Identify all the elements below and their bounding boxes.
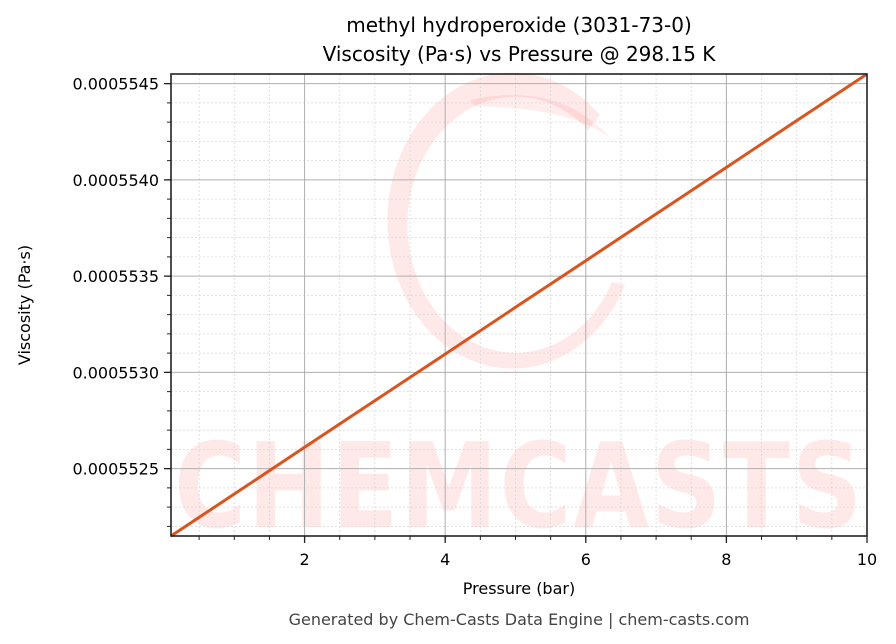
- chart-subtitle: Viscosity (Pa·s) vs Pressure @ 298.15 K: [323, 42, 717, 66]
- y-axis: 0.0005525 0.0005530 0.0005535 0.0005540 0.00…: [72, 75, 171, 527]
- plot-area: CHEMCASTS: [170, 72, 868, 555]
- plot-frame: [170, 73, 868, 537]
- x-tick-label: 2: [299, 550, 309, 569]
- x-axis-label: Pressure (bar): [463, 579, 575, 598]
- major-gridlines: [171, 74, 867, 536]
- watermark-text: CHEMCASTS: [174, 417, 864, 555]
- x-axis: 2 4 6 8 10: [198, 536, 877, 569]
- y-tick-label: 0.0005530: [72, 363, 159, 382]
- y-tick-label: 0.0005535: [72, 267, 159, 286]
- x-tick-label: 6: [581, 550, 591, 569]
- y-tick-label: 0.0005525: [72, 460, 159, 479]
- chart-title: methyl hydroperoxide (3031-73-0): [346, 13, 692, 37]
- y-tick-label: 0.0005540: [72, 171, 159, 190]
- x-tick-label: 8: [721, 550, 731, 569]
- y-axis-label: Viscosity (Pa·s): [15, 245, 34, 365]
- chemcasts-watermark: CHEMCASTS: [174, 72, 864, 555]
- x-tick-label: 10: [857, 550, 877, 569]
- viscosity-series-line: [170, 72, 868, 538]
- y-tick-label: 0.0005545: [72, 75, 159, 94]
- x-tick-label: 4: [440, 550, 450, 569]
- watermark-logo-swoosh-icon: [470, 95, 612, 140]
- footer-credit: Generated by Chem-Casts Data Engine | ch…: [289, 610, 750, 629]
